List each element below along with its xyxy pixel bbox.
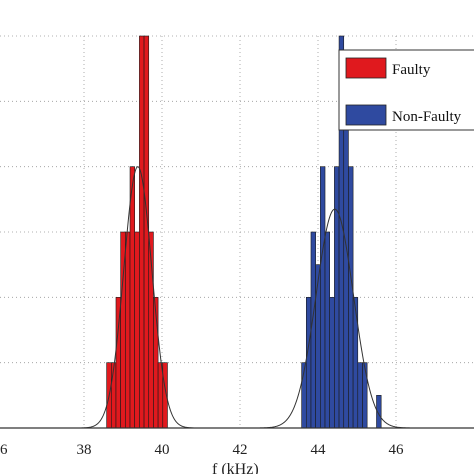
x-tick-label: 46 (389, 442, 405, 458)
histogram-bar (320, 166, 326, 429)
histogram-bar (139, 35, 145, 429)
fit-curve (259, 208, 410, 429)
histogram-bar (357, 362, 363, 429)
histogram-bar (305, 297, 312, 429)
histogram-bar (310, 231, 316, 429)
fit-curve (81, 166, 194, 429)
histogram-bar (329, 297, 335, 429)
histogram-bar (125, 231, 131, 429)
histogram-bar (129, 166, 136, 429)
x-tick-label: 6 (0, 442, 8, 458)
histogram-bar (134, 231, 140, 429)
grid-lines (0, 35, 474, 428)
x-tick-labels: 6 38 40 42 44 46 (0, 442, 404, 458)
histogram-bar (348, 166, 354, 429)
fit-curves (81, 166, 410, 429)
histogram-bar (362, 362, 368, 429)
legend-swatch-non-faulty (345, 104, 387, 126)
x-tick-label: 38 (77, 442, 92, 458)
legend: Faulty Non-Faulty (338, 49, 474, 131)
x-axis-label: f (kHz) (212, 461, 259, 474)
x-tick-label: 40 (155, 442, 170, 458)
histogram-bar (343, 101, 349, 429)
histogram-bar (111, 362, 117, 429)
histogram-bar (324, 231, 330, 429)
x-tick-label: 44 (311, 442, 327, 458)
x-tick-label: 42 (233, 442, 248, 458)
legend-label-non-faulty: Non-Faulty (392, 109, 462, 125)
histogram-bar (334, 166, 340, 429)
histogram-bar (315, 264, 321, 429)
legend-swatch-faulty (345, 57, 387, 79)
legend-label-faulty: Faulty (392, 62, 431, 78)
histogram-bar (115, 297, 121, 429)
